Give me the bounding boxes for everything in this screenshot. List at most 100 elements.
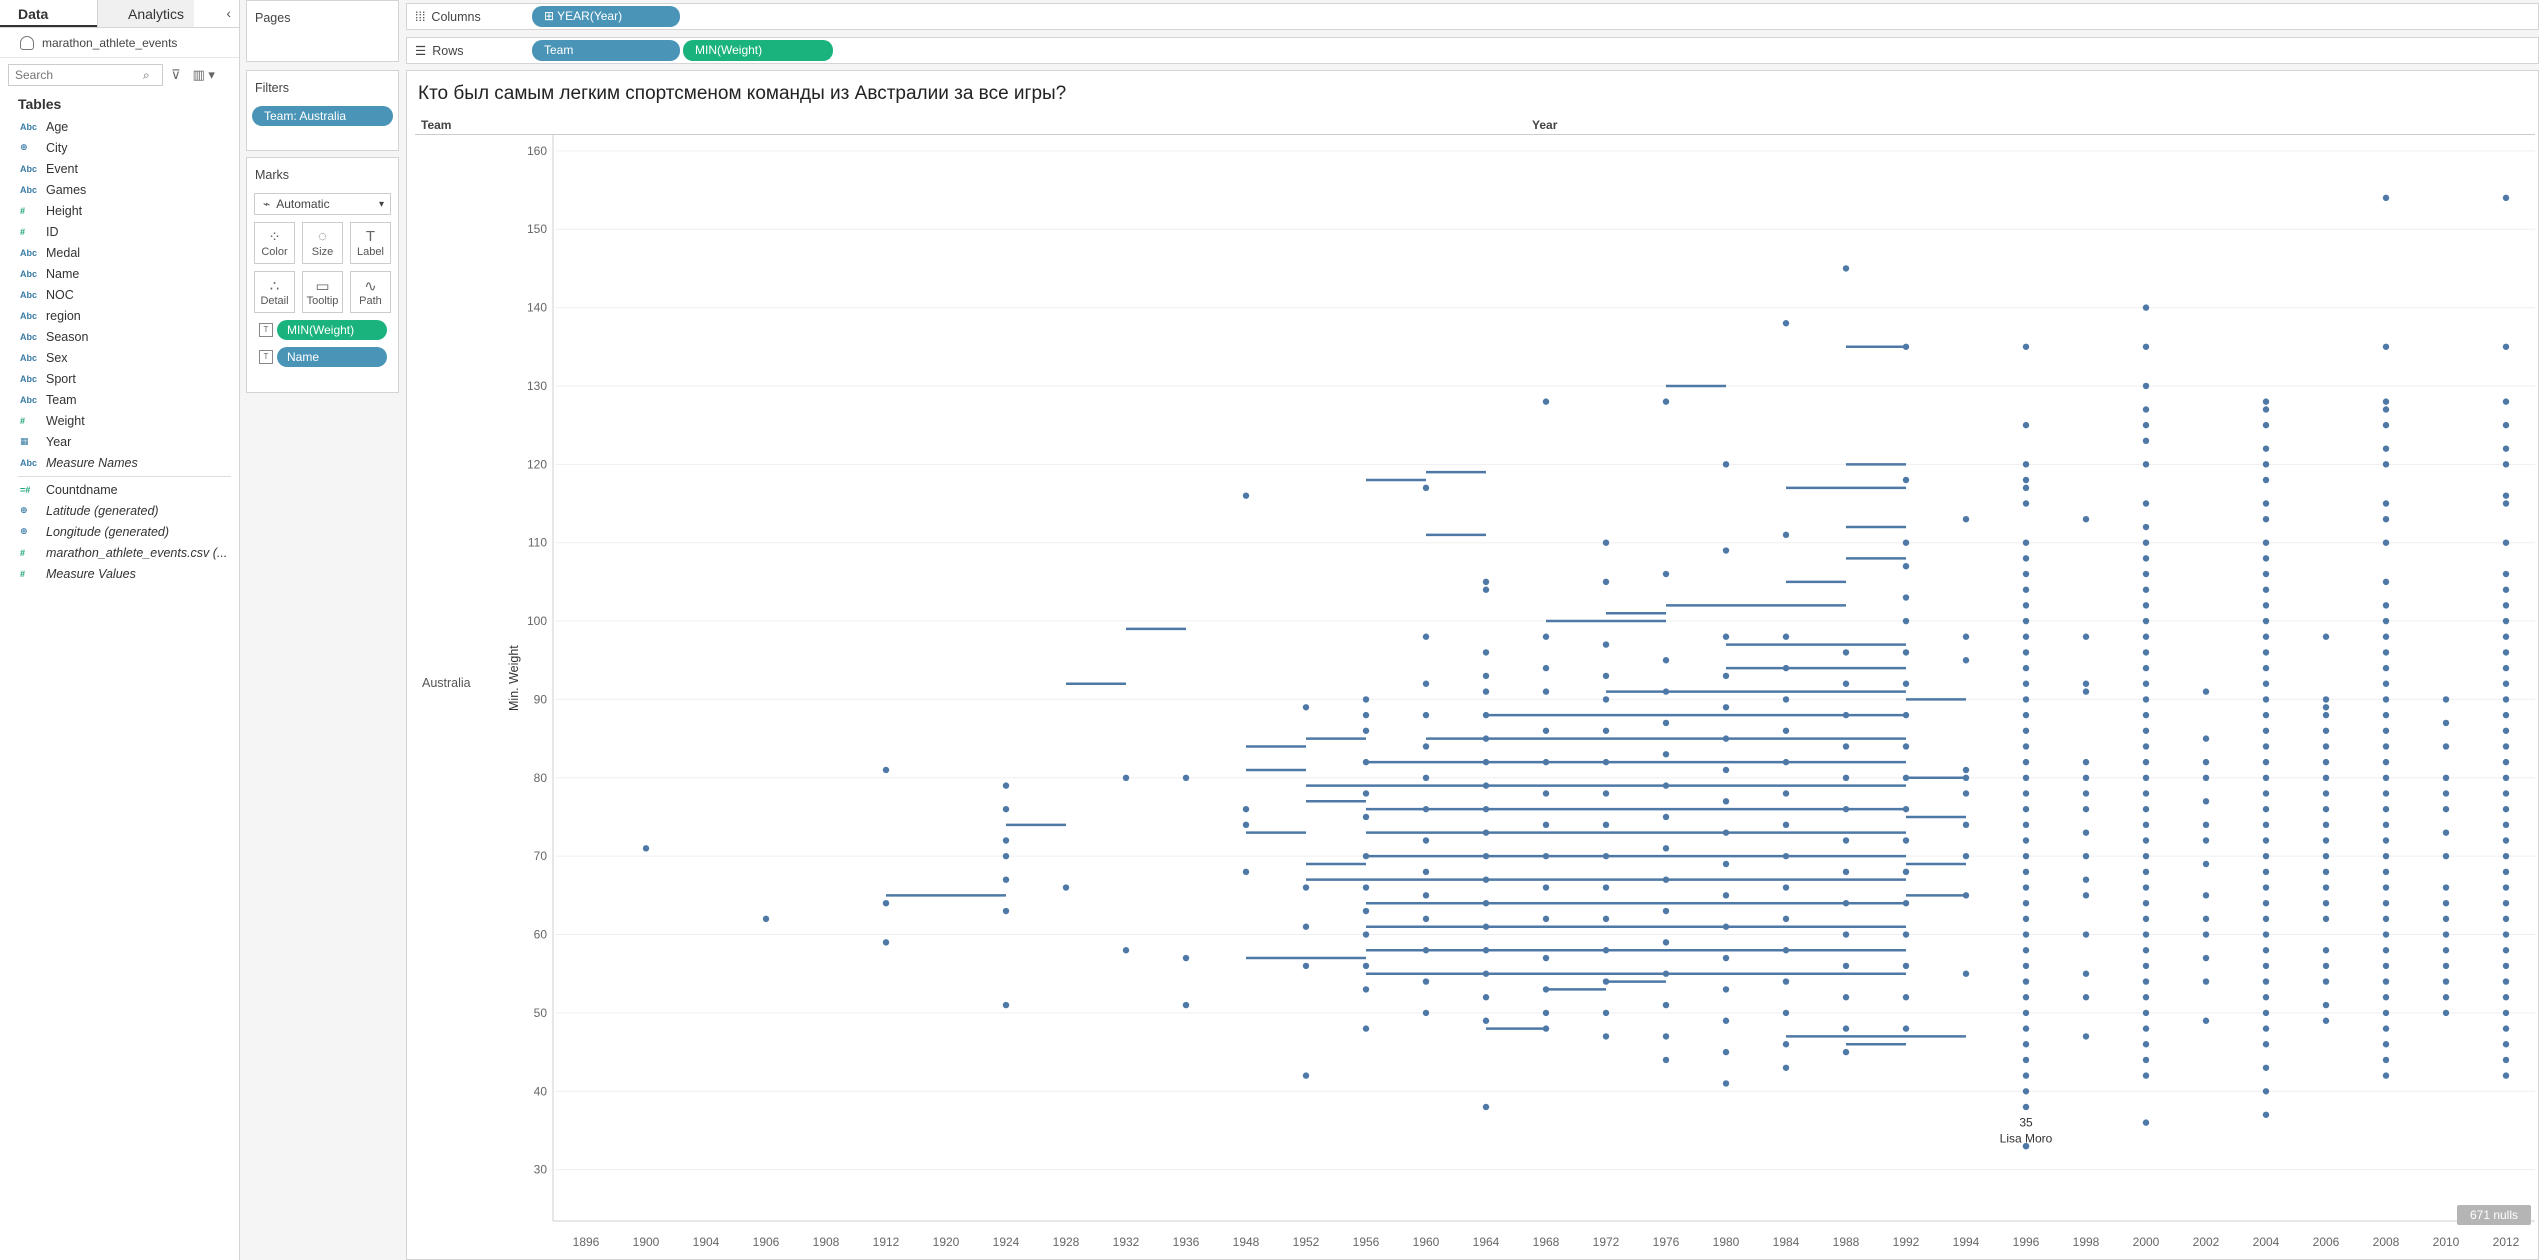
text-type-icon: Abc: [20, 352, 38, 363]
weight-point: [2082, 876, 2090, 883]
field-measure-values[interactable]: # Measure Values: [0, 563, 239, 584]
size-button[interactable]: ◌ Size: [302, 222, 343, 264]
weight-point: [2322, 633, 2330, 640]
weight-point: [1602, 790, 1610, 797]
field-latitude-generated[interactable]: ⊕ Latitude (generated): [0, 500, 239, 521]
x-tick-label: 1956: [1353, 1235, 1380, 1249]
weight-point: [2142, 931, 2150, 938]
field-label: Sport: [46, 371, 76, 386]
weight-point: [2262, 617, 2270, 625]
row-pill-team[interactable]: Team: [532, 40, 680, 61]
y-tick-label: 90: [534, 692, 548, 706]
weight-point: [2142, 633, 2150, 640]
weight-point: [2442, 805, 2450, 813]
columns-shelf[interactable]: ⁞⁞⁞ Columns ⊞ YEAR(Year): [406, 3, 2539, 30]
filters-card[interactable]: Filters Team: Australia: [246, 70, 399, 151]
path-button[interactable]: ∿ Path: [350, 271, 391, 313]
weight-point: [2502, 774, 2510, 781]
weight-point: [1362, 813, 1370, 821]
weight-point: [1722, 672, 1730, 680]
filter-pill-team[interactable]: Team: Australia: [252, 106, 393, 126]
datasource-item[interactable]: marathon_athlete_events: [0, 28, 239, 58]
weight-point: [2142, 680, 2150, 687]
weight-point: [2142, 1025, 2150, 1032]
weight-point: [1722, 1080, 1730, 1087]
rows-shelf[interactable]: ☰ Rows Team MIN(Weight): [406, 37, 2539, 64]
label-label: Label: [357, 246, 384, 258]
row-pill-min-weight[interactable]: MIN(Weight): [683, 40, 833, 61]
weight-point: [2262, 515, 2270, 523]
weight-point: [1902, 962, 1910, 970]
weight-point: [2262, 398, 2270, 405]
field-games[interactable]: Abc Games: [0, 179, 239, 200]
annotation-name: Lisa Moro: [2000, 1131, 2053, 1145]
weight-point: [2142, 947, 2150, 954]
field-event[interactable]: Abc Event: [0, 158, 239, 179]
weight-point: [2502, 570, 2510, 578]
field-year[interactable]: ▦ Year: [0, 431, 239, 452]
weight-point: [2322, 899, 2330, 907]
weight-point: [2262, 790, 2270, 797]
field-team[interactable]: Abc Team: [0, 389, 239, 410]
filter-icon[interactable]: ⊽: [171, 67, 181, 82]
text-type-icon: Abc: [20, 268, 38, 279]
field-sport[interactable]: Abc Sport: [0, 368, 239, 389]
weight-point: [1482, 805, 1490, 813]
encoding-pill-min-weight[interactable]: MIN(Weight): [277, 320, 387, 340]
search-input[interactable]: [8, 64, 163, 86]
color-button[interactable]: ⁘ Color: [254, 222, 295, 264]
detail-button[interactable]: ∴ Detail: [254, 271, 295, 313]
field-label: Longitude (generated): [46, 524, 170, 539]
field-marathon-athlete-events-csv[interactable]: # marathon_athlete_events.csv (...: [0, 542, 239, 563]
weight-point: [2382, 1025, 2390, 1032]
field-age[interactable]: Abc Age: [0, 116, 239, 137]
weight-point: [1902, 711, 1910, 719]
weight-point: [2022, 649, 2030, 656]
field-region[interactable]: Abc region: [0, 305, 239, 326]
weight-point: [2022, 570, 2030, 578]
nulls-indicator[interactable]: 671 nulls: [2457, 1205, 2531, 1225]
weight-point: [2142, 649, 2150, 656]
y-tick-label: 80: [534, 771, 548, 785]
tab-analytics[interactable]: Analytics: [97, 0, 194, 27]
column-pill-year[interactable]: ⊞ YEAR(Year): [532, 6, 680, 27]
weight-point: [1782, 727, 1790, 734]
x-tick-label: 2006: [2313, 1235, 2340, 1249]
weight-point: [1482, 688, 1490, 695]
field-city[interactable]: ⊕ City: [0, 137, 239, 158]
scatter-plot[interactable]: 30 40 50 60 70 80 90 100 110 120 130 140 150 160 1896 1…: [407, 71, 2539, 1259]
weight-point: [1002, 782, 1010, 789]
encoding-pill-name[interactable]: Name: [277, 347, 387, 367]
number-type-icon: #: [20, 226, 26, 237]
weight-point: [1482, 711, 1490, 719]
field-weight[interactable]: # Weight: [0, 410, 239, 431]
field-measure-names[interactable]: Abc Measure Names: [0, 452, 239, 473]
y-tick-label: 50: [534, 1006, 548, 1020]
tooltip-button[interactable]: ▭ Tooltip: [302, 271, 343, 313]
weight-point: [2022, 805, 2030, 813]
weight-point: [2502, 931, 2510, 938]
field-noc[interactable]: Abc NOC: [0, 284, 239, 305]
weight-point: [2022, 852, 2030, 860]
tab-data[interactable]: Data: [0, 0, 97, 27]
weight-point: [2262, 774, 2270, 781]
weight-point: [2262, 915, 2270, 923]
pages-card[interactable]: Pages: [246, 0, 399, 62]
field-medal[interactable]: Abc Medal: [0, 242, 239, 263]
field-countdname[interactable]: =# Countdname: [0, 479, 239, 500]
weight-point: [1902, 931, 1910, 938]
collapse-pane-icon[interactable]: ‹: [226, 5, 231, 21]
weight-point: [1482, 829, 1490, 836]
field-id[interactable]: # ID: [0, 221, 239, 242]
field-sex[interactable]: Abc Sex: [0, 347, 239, 368]
label-button[interactable]: T Label: [350, 222, 391, 264]
rows-label-text: Rows: [432, 44, 464, 58]
view-options-icon[interactable]: ▥ ▾: [192, 67, 215, 82]
weight-point: [1662, 657, 1670, 664]
color-label: Color: [261, 246, 288, 258]
field-name[interactable]: Abc Name: [0, 263, 239, 284]
field-height[interactable]: # Height: [0, 200, 239, 221]
field-longitude-generated[interactable]: ⊕ Longitude (generated): [0, 521, 239, 542]
mark-type-select[interactable]: ⌁ Automatic ▾: [254, 193, 391, 215]
field-season[interactable]: Abc Season: [0, 326, 239, 347]
